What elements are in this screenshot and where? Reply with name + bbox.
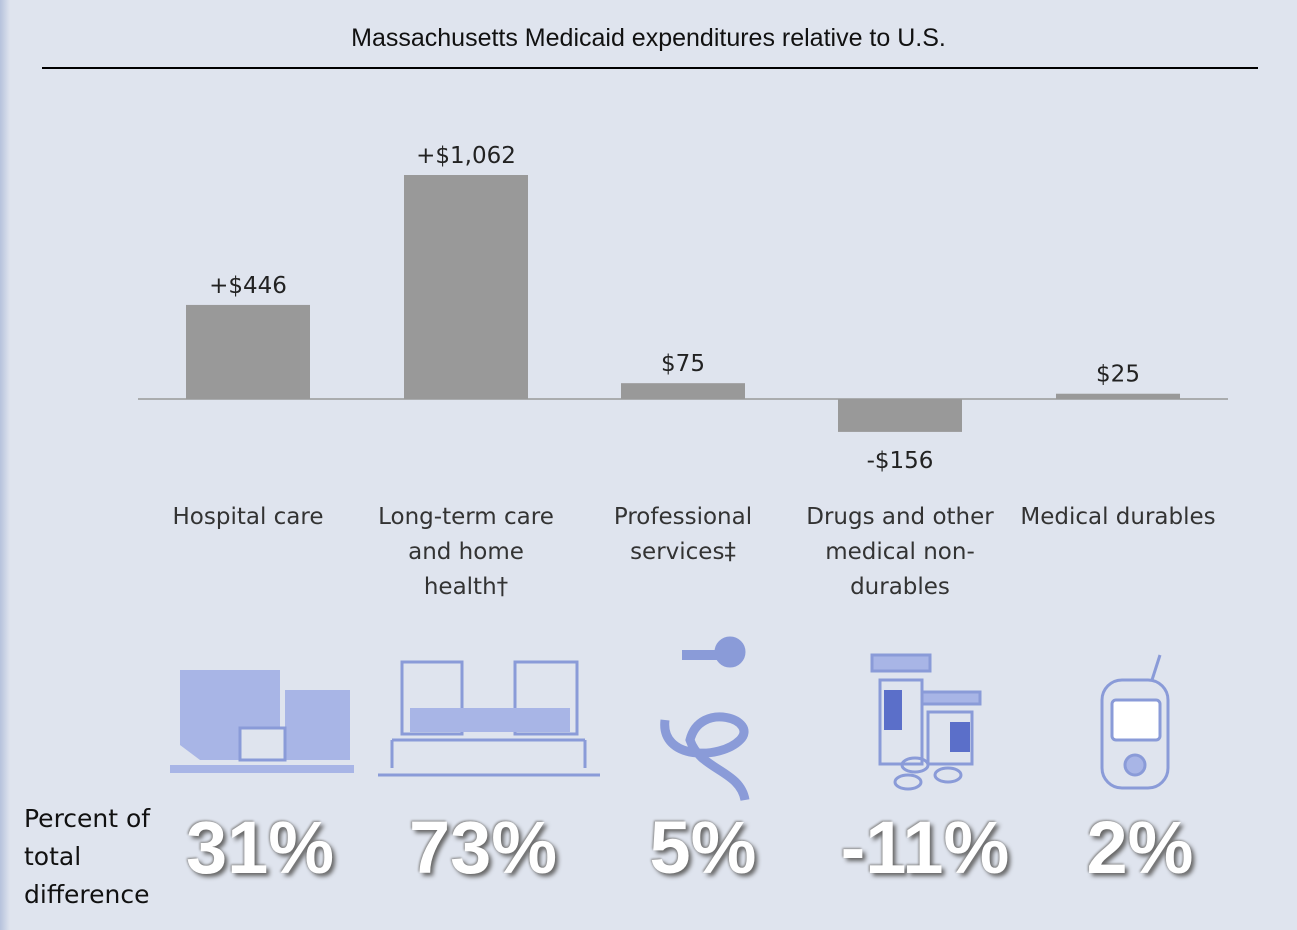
percent-label: 31% — [186, 805, 334, 890]
bar — [621, 383, 745, 399]
icons — [170, 638, 1168, 800]
category-label: Long-term care and home health† — [366, 500, 566, 605]
category-label: Medical durables — [1011, 500, 1226, 535]
bar — [838, 399, 962, 432]
value-label: +$1,062 — [416, 143, 516, 169]
bar — [1056, 394, 1180, 399]
pills-icon — [872, 655, 980, 789]
value-label: -$156 — [867, 448, 934, 474]
percent-label: 73% — [409, 805, 557, 890]
page: Massachusetts Medicaid expenditures rela… — [0, 0, 1297, 930]
category-label: Hospital care — [148, 500, 348, 535]
value-label: $25 — [1096, 362, 1140, 388]
category-label: Drugs and other medical non-durables — [800, 500, 1000, 605]
percent-label: 2% — [1087, 805, 1194, 890]
value-label: +$446 — [209, 273, 287, 299]
value-label: $75 — [661, 351, 705, 377]
hospital-icon — [170, 670, 354, 773]
bar — [186, 305, 310, 399]
category-label: Professional services‡ — [603, 500, 763, 570]
bar — [404, 175, 528, 399]
bed-icon — [378, 662, 600, 775]
percent-label: -11% — [841, 805, 1010, 890]
stethoscope-icon — [665, 638, 745, 800]
percent-label: 5% — [650, 805, 757, 890]
chart: +$446 +$1,062 $75 -$156 $25 — [0, 0, 1297, 930]
percent-title: Percent of total difference — [24, 800, 164, 914]
glucometer-icon — [1102, 655, 1168, 788]
